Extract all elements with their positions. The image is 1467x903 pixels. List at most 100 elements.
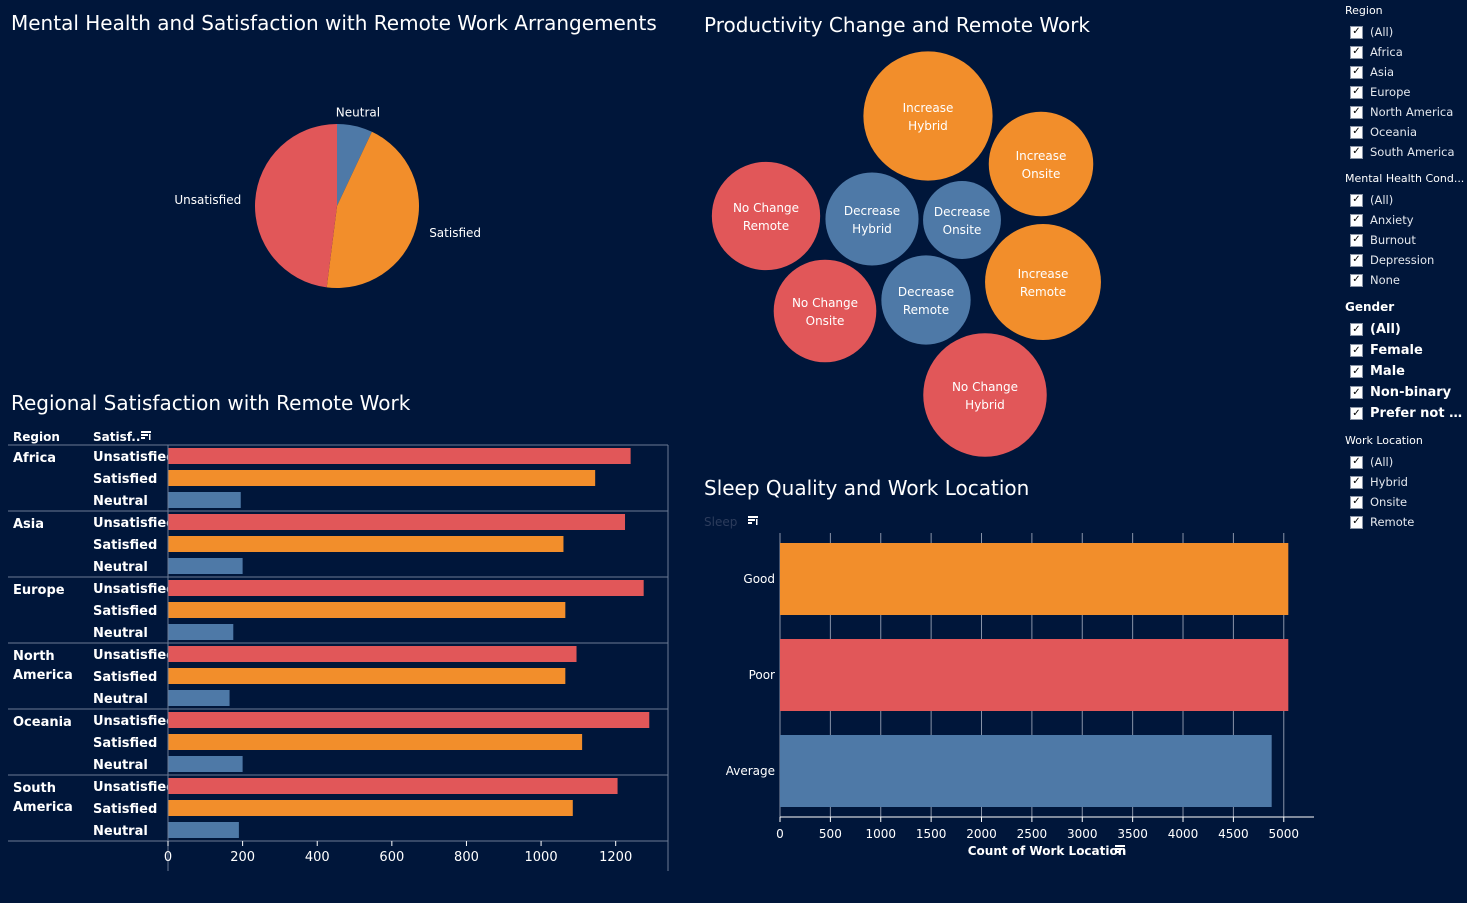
bar-africa-unsatisfied[interactable]	[168, 448, 631, 464]
sleep-sort-icon[interactable]	[748, 516, 758, 525]
bubble-increase-onsite[interactable]: Increase Onsite	[988, 111, 1094, 217]
bar-oceania-neutral[interactable]	[168, 756, 243, 772]
bar-oceania-satisfied[interactable]	[168, 734, 583, 750]
filter-option-label: Africa	[1370, 45, 1403, 59]
filter-option[interactable]: ✓ North America	[1345, 102, 1467, 122]
satisfaction-label: Neutral	[93, 560, 148, 575]
bubble-chart-title: Productivity Change and Remote Work	[704, 13, 1091, 37]
checkbox-checked-icon[interactable]: ✓	[1350, 145, 1363, 159]
bar-south-america-unsatisfied[interactable]	[168, 778, 618, 794]
checkbox-checked-icon[interactable]: ✓	[1350, 515, 1363, 529]
filter-option[interactable]: ✓ Depression	[1345, 250, 1467, 270]
filter-option-label: Onsite	[1370, 495, 1408, 509]
sleep-bar-poor[interactable]	[780, 639, 1289, 711]
region-label: Oceania	[13, 715, 72, 730]
satisfaction-label: Unsatisfied	[93, 582, 176, 597]
checkbox-checked-icon[interactable]: ✓	[1350, 65, 1363, 79]
filter-option[interactable]: ✓ Remote	[1345, 512, 1467, 532]
filter-option[interactable]: ✓ Oceania	[1345, 122, 1467, 142]
filter-option[interactable]: ✓ Hybrid	[1345, 472, 1467, 492]
filter-title: Gender	[1345, 300, 1395, 314]
bar-asia-satisfied[interactable]	[168, 536, 564, 552]
bubble-label: Remote	[743, 219, 789, 233]
checkbox-checked-icon[interactable]: ✓	[1350, 85, 1363, 99]
bubble-increase-remote[interactable]: Increase Remote	[985, 224, 1101, 340]
filter-option[interactable]: ✓ South America	[1345, 142, 1467, 162]
filter-option[interactable]: ✓ Europe	[1345, 82, 1467, 102]
sleep-bar-average[interactable]	[780, 735, 1272, 807]
filter-option[interactable]: ✓ (All)	[1345, 452, 1467, 472]
checkbox-checked-icon[interactable]: ✓	[1350, 475, 1363, 489]
bar-europe-neutral[interactable]	[168, 624, 234, 640]
bubble-decrease-remote[interactable]: Decrease Remote	[881, 255, 971, 345]
satisfaction-label: Neutral	[93, 626, 148, 641]
pie-slice-unsatisfied[interactable]	[255, 124, 337, 288]
bar-north-america-neutral[interactable]	[168, 690, 230, 706]
bar-africa-neutral[interactable]	[168, 492, 241, 508]
bubble-decrease-hybrid[interactable]: Decrease Hybrid	[825, 172, 919, 266]
bar-south-america-satisfied[interactable]	[168, 800, 573, 816]
filter-option[interactable]: ✓ Anxiety	[1345, 210, 1467, 230]
filter-option[interactable]: ✓ (All)	[1345, 190, 1467, 210]
filter-option[interactable]: ✓ (All)	[1345, 319, 1467, 340]
filter-option[interactable]: ✓ None	[1345, 270, 1467, 290]
checkbox-checked-icon[interactable]: ✓	[1350, 495, 1363, 509]
filter-option[interactable]: ✓ (All)	[1345, 22, 1467, 42]
filter-option[interactable]: ✓ Male	[1345, 361, 1467, 382]
filter-option[interactable]: ✓ Prefer not to ...	[1345, 403, 1467, 424]
filter-option-label: (All)	[1370, 193, 1394, 207]
checkbox-checked-icon[interactable]: ✓	[1350, 273, 1363, 287]
checkbox-checked-icon[interactable]: ✓	[1350, 386, 1363, 399]
bar-asia-unsatisfied[interactable]	[168, 514, 626, 530]
checkbox-checked-icon[interactable]: ✓	[1350, 253, 1363, 267]
filter-option-label: Depression	[1370, 253, 1435, 267]
bubble-increase-hybrid[interactable]: Increase Hybrid	[863, 51, 993, 181]
bar-oceania-unsatisfied[interactable]	[168, 712, 650, 728]
checkbox-checked-icon[interactable]: ✓	[1350, 25, 1363, 39]
sleep-axis-tick-label: 5000	[1269, 827, 1300, 841]
checkbox-checked-icon[interactable]: ✓	[1350, 213, 1363, 227]
checkbox-checked-icon[interactable]: ✓	[1350, 125, 1363, 139]
bubble-label: Remote	[903, 303, 949, 317]
bar-south-america-neutral[interactable]	[168, 822, 239, 838]
bubble-decrease-onsite[interactable]: Decrease Onsite	[923, 181, 1001, 259]
bar-north-america-unsatisfied[interactable]	[168, 646, 577, 662]
regional-bar-chart[interactable]: Region Satisf.. Africa Unsatisfied Satisfied…	[0, 420, 690, 890]
checkbox-checked-icon[interactable]: ✓	[1350, 323, 1363, 336]
bubble-no-change-remote[interactable]: No Change Remote	[711, 161, 821, 271]
filter-option[interactable]: ✓ Asia	[1345, 62, 1467, 82]
bubble-chart[interactable]: Increase Hybrid Increase Onsite Increase Remo…	[690, 40, 1330, 470]
bubble-no-change-hybrid[interactable]: No Change Hybrid	[923, 333, 1047, 457]
bar-north-america-satisfied[interactable]	[168, 668, 566, 684]
checkbox-checked-icon[interactable]: ✓	[1350, 233, 1363, 247]
sleep-bar-chart[interactable]: Sleep Good Poor Average 0 500 1000 1500 2000 2500…	[690, 505, 1330, 880]
checkbox-checked-icon[interactable]: ✓	[1350, 193, 1363, 207]
filter-option[interactable]: ✓ Non-binary	[1345, 382, 1467, 403]
filter-option[interactable]: ✓ Onsite	[1345, 492, 1467, 512]
bubble-no-change-onsite[interactable]: No Change Onsite	[773, 259, 877, 363]
bar-europe-unsatisfied[interactable]	[168, 580, 644, 596]
work-location-sort-icon[interactable]	[1115, 845, 1125, 854]
regional-axis-tick-label: 400	[305, 850, 330, 865]
checkbox-checked-icon[interactable]: ✓	[1350, 45, 1363, 59]
checkbox-checked-icon[interactable]: ✓	[1350, 105, 1363, 119]
bar-africa-satisfied[interactable]	[168, 470, 596, 486]
sleep-bar-good[interactable]	[780, 543, 1289, 615]
bar-europe-satisfied[interactable]	[168, 602, 566, 618]
filter-option[interactable]: ✓ Female	[1345, 340, 1467, 361]
pie-chart[interactable]: Neutral Satisfied Unsatisfied	[0, 40, 690, 380]
sleep-category-label: Good	[743, 572, 775, 586]
sleep-axis-tick-label: 3000	[1067, 827, 1098, 841]
checkbox-checked-icon[interactable]: ✓	[1350, 407, 1363, 420]
filter-option[interactable]: ✓ Africa	[1345, 42, 1467, 62]
bar-asia-neutral[interactable]	[168, 558, 243, 574]
pie-slice-neutral[interactable]	[337, 124, 372, 206]
regional-axis-tick-label: 800	[454, 850, 479, 865]
checkbox-checked-icon[interactable]: ✓	[1350, 365, 1363, 378]
checkbox-checked-icon[interactable]: ✓	[1350, 344, 1363, 357]
satisfaction-label: Unsatisfied	[93, 516, 176, 531]
checkbox-checked-icon[interactable]: ✓	[1350, 455, 1363, 469]
pie-slice-satisfied[interactable]	[326, 131, 419, 288]
filter-option[interactable]: ✓ Burnout	[1345, 230, 1467, 250]
satisfaction-sort-icon[interactable]	[141, 431, 151, 440]
